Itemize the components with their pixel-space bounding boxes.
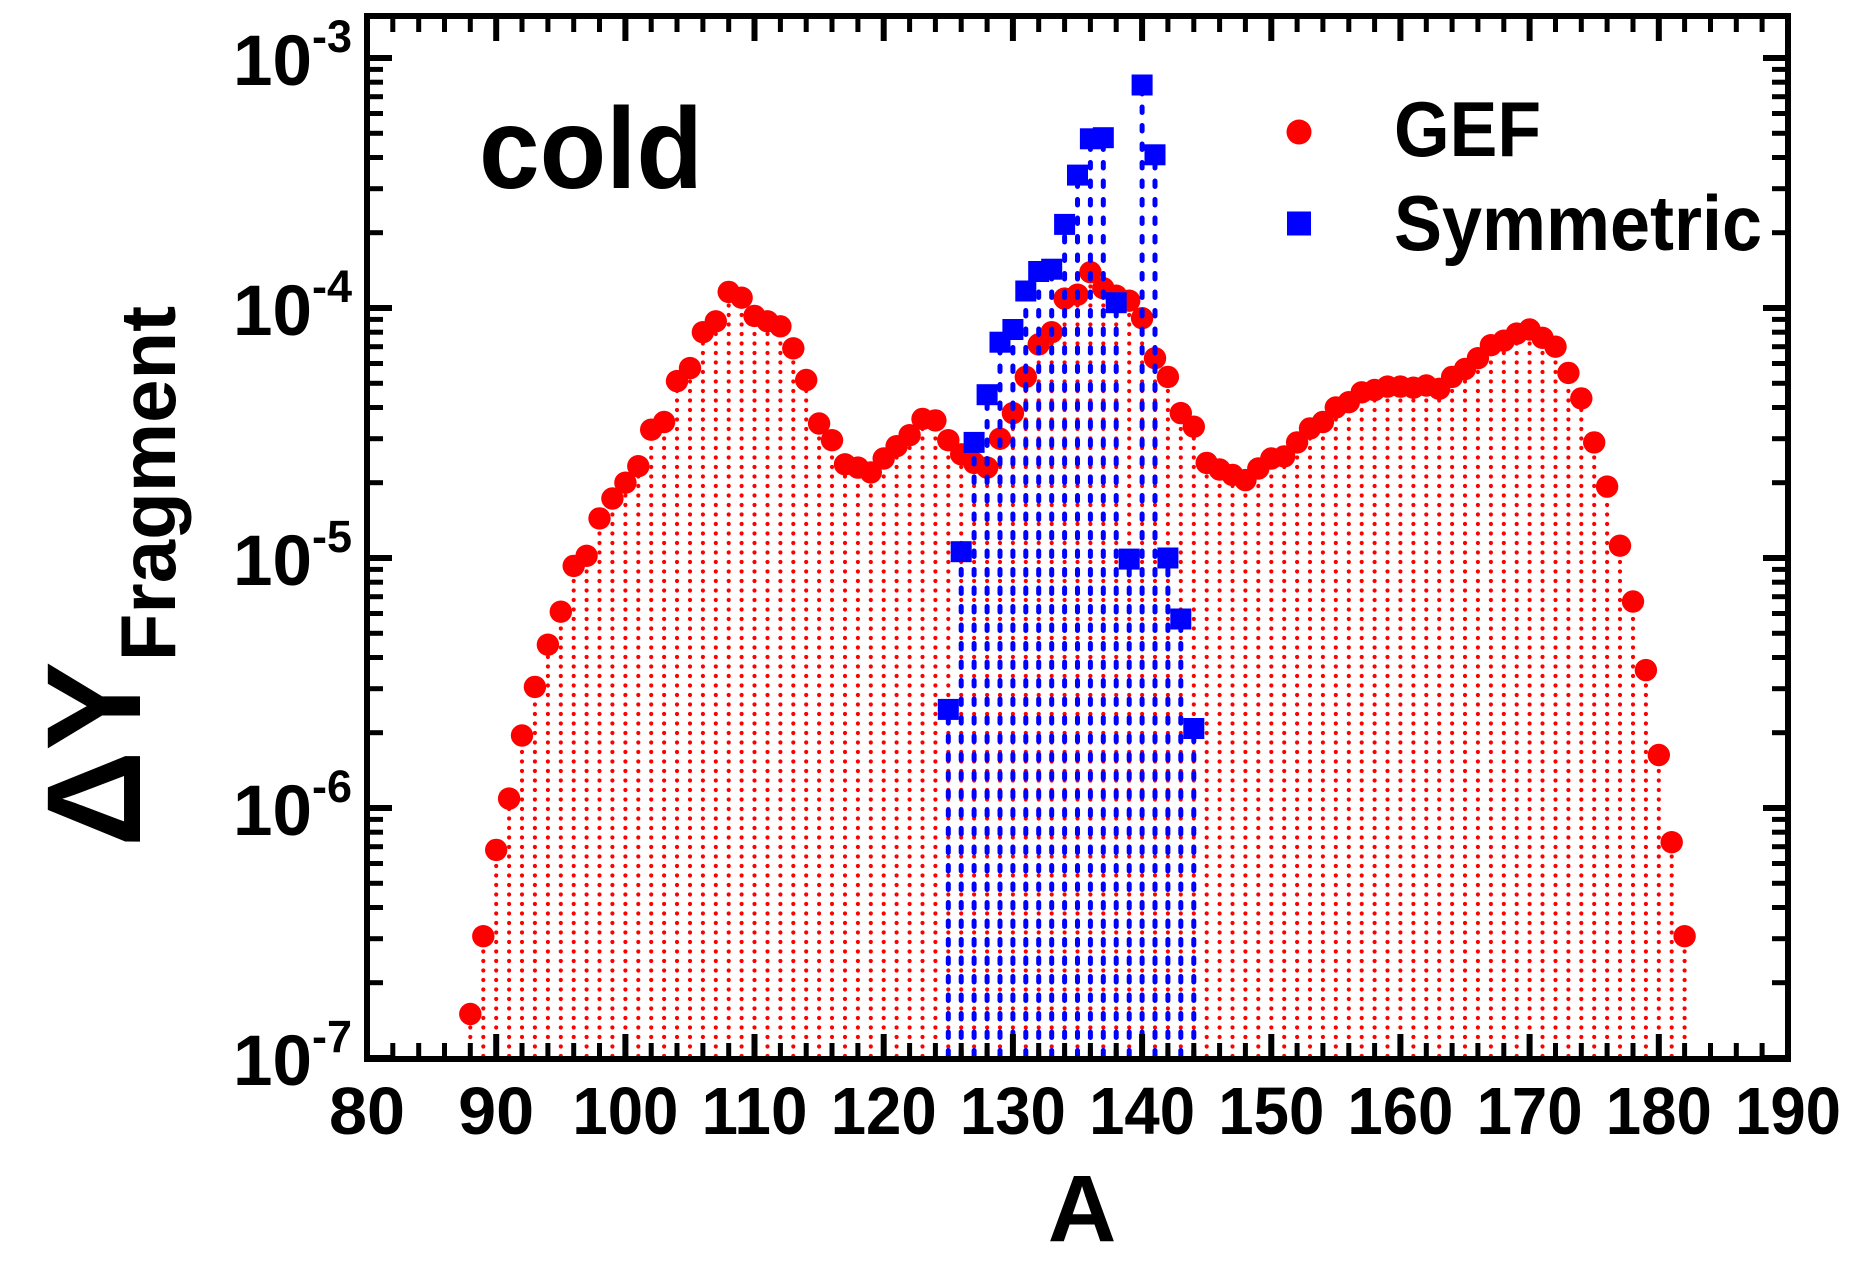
svg-text:140: 140 (1089, 1074, 1195, 1149)
svg-text:10-6: 10-6 (233, 761, 352, 851)
svg-text:80: 80 (329, 1074, 405, 1149)
svg-text:180: 180 (1606, 1074, 1712, 1149)
svg-text:160: 160 (1347, 1074, 1453, 1149)
svg-text:110: 110 (702, 1074, 808, 1149)
svg-text:130: 130 (960, 1074, 1066, 1149)
svg-text:cold: cold (479, 85, 703, 213)
svg-text:100: 100 (572, 1074, 678, 1149)
svg-text:120: 120 (831, 1074, 937, 1149)
svg-text:Symmetric: Symmetric (1394, 179, 1762, 267)
svg-text:A: A (1048, 1156, 1117, 1259)
svg-text:GEF: GEF (1394, 85, 1541, 173)
svg-text:170: 170 (1477, 1074, 1583, 1149)
svg-text:90: 90 (458, 1074, 534, 1149)
svg-text:190: 190 (1735, 1074, 1841, 1149)
svg-text:150: 150 (1218, 1074, 1324, 1149)
